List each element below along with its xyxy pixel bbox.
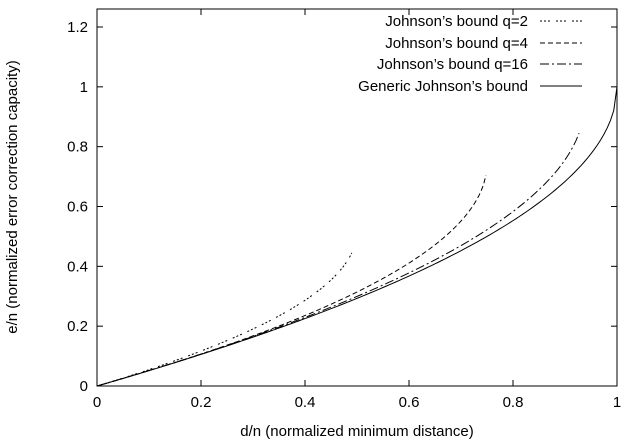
x-tick-label: 0.8 <box>503 394 524 411</box>
x-tick-label: 0.2 <box>191 394 212 411</box>
y-tick-label: 1.2 <box>67 19 88 36</box>
y-tick-label: 0 <box>80 378 88 395</box>
y-tick-label: 0.8 <box>67 139 88 156</box>
series-line-3 <box>97 133 580 386</box>
legend-label-3: Johnson’s bound q=16 <box>377 56 528 73</box>
series-group <box>97 86 617 386</box>
y-tick-label: 1 <box>80 79 88 96</box>
tick-group: 0 0.2 0.4 0.6 0.8 1 0 0.2 0.4 0.6 0.8 1 1.2 <box>67 9 621 411</box>
x-tick-label: 0.4 <box>295 394 316 411</box>
legend-label-4: Generic Johnson’s bound <box>358 78 528 95</box>
legend: Johnson’s bound q=2 Johnson’s bound q=4 Jo… <box>358 13 582 95</box>
x-tick-label: 0.6 <box>399 394 420 411</box>
x-axis-label: d/n (normalized minimum distance) <box>240 423 473 440</box>
series-line-1 <box>97 252 353 386</box>
series-line-4 <box>97 86 617 386</box>
x-tick-label: 1 <box>613 394 621 411</box>
series-line-2 <box>97 174 487 386</box>
y-tick-label: 0.6 <box>67 199 88 216</box>
x-tick-label: 0 <box>93 394 101 411</box>
y-tick-label: 0.2 <box>67 318 88 335</box>
plot-frame <box>96 8 618 387</box>
y-axis-label: e/n (normalized error correction capacit… <box>4 60 21 333</box>
legend-label-1: Johnson’s bound q=2 <box>385 13 528 30</box>
legend-label-2: Johnson’s bound q=4 <box>385 35 528 52</box>
y-tick-label: 0.4 <box>67 258 88 275</box>
